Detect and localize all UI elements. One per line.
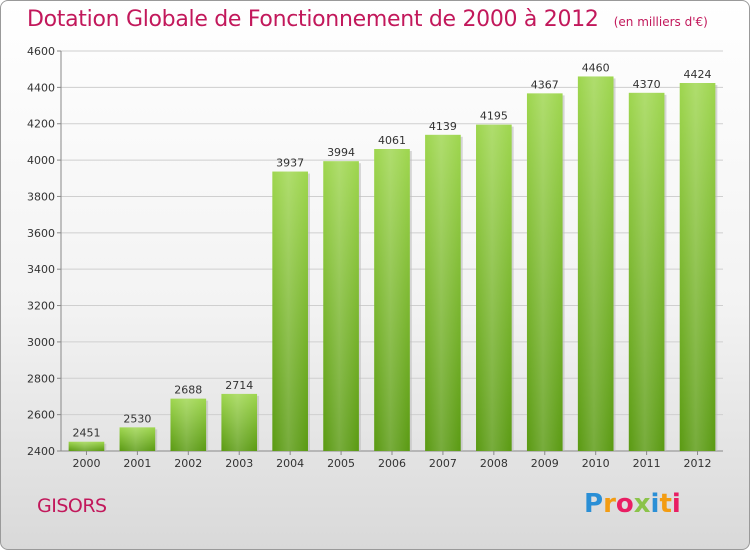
data-label: 2530 (123, 412, 151, 425)
bar-highlight (68, 441, 105, 451)
x-tick-label: 2007 (429, 457, 457, 470)
bar-highlight (526, 93, 563, 451)
bar-highlight (679, 83, 716, 451)
data-label: 3994 (327, 146, 355, 159)
data-label: 4061 (378, 134, 406, 147)
bar-highlight (272, 171, 308, 451)
bar-highlight (221, 393, 258, 451)
bar-highlight (374, 149, 410, 451)
bar-highlight (577, 76, 614, 452)
logo-letter: i (650, 489, 660, 519)
bar-highlight (425, 134, 461, 451)
bar-highlight (476, 124, 512, 452)
logo-letter: i (671, 489, 681, 519)
y-tick-label: 3000 (27, 336, 55, 349)
bar-highlight (628, 92, 665, 452)
commune-name: GISORS (37, 495, 107, 517)
x-tick-label: 2003 (225, 457, 253, 470)
logo-letter: x (633, 489, 651, 519)
data-label: 3937 (276, 157, 304, 170)
data-label: 4367 (531, 78, 559, 91)
x-tick-label: 2009 (531, 457, 559, 470)
label-layer: 2451 2530 2688 2714 3937 3994 4061 4139 4195 4367… (72, 61, 711, 439)
bar-highlight (323, 161, 359, 451)
y-tick-label: 2600 (27, 409, 55, 422)
data-label: 4460 (582, 61, 610, 74)
data-label: 4424 (684, 68, 712, 81)
y-tick-label: 4600 (27, 45, 55, 58)
logo-letter: r (603, 489, 616, 519)
bar-highlight (119, 427, 156, 451)
x-tick-label: 2005 (327, 457, 355, 470)
y-tick-label: 3400 (27, 263, 55, 276)
logo-letter: o (615, 489, 634, 519)
x-tick-label: 2011 (633, 457, 661, 470)
data-label: 4139 (429, 120, 457, 133)
x-tick-label: 2002 (174, 457, 202, 470)
chart-unit-note: (en milliers d'€) (613, 15, 708, 29)
y-tick-label: 2400 (27, 445, 55, 458)
data-label: 4370 (633, 78, 661, 91)
x-tick-label: 2001 (123, 457, 151, 470)
x-tick-label: 2008 (480, 457, 508, 470)
data-label: 2688 (174, 384, 202, 397)
data-label: 2451 (72, 427, 100, 440)
bar-highlight (170, 398, 207, 451)
data-label: 4195 (480, 110, 508, 123)
y-tick-label: 3200 (27, 300, 55, 313)
x-tick-label: 2010 (582, 457, 610, 470)
x-tick-label: 2012 (684, 457, 712, 470)
y-tick-label: 4400 (27, 81, 55, 94)
bar-layer (68, 76, 718, 452)
x-tick-label: 2000 (72, 457, 100, 470)
logo-letter: t (659, 489, 672, 519)
y-tick-label: 2800 (27, 372, 55, 385)
y-tick-label: 4200 (27, 118, 55, 131)
x-tick-label: 2006 (378, 457, 406, 470)
chart-title-block: Dotation Globale de Fonctionnement de 20… (27, 7, 708, 32)
y-tick-label: 3800 (27, 190, 55, 203)
y-tick-label: 4000 (27, 154, 55, 167)
logo-letter: P (584, 489, 604, 519)
proxiti-logo[interactable]: Proxiti (584, 489, 681, 519)
chart-title: Dotation Globale de Fonctionnement de 20… (27, 7, 599, 32)
data-label: 2714 (225, 379, 253, 392)
x-tick-label: 2004 (276, 457, 304, 470)
y-tick-label: 3600 (27, 227, 55, 240)
